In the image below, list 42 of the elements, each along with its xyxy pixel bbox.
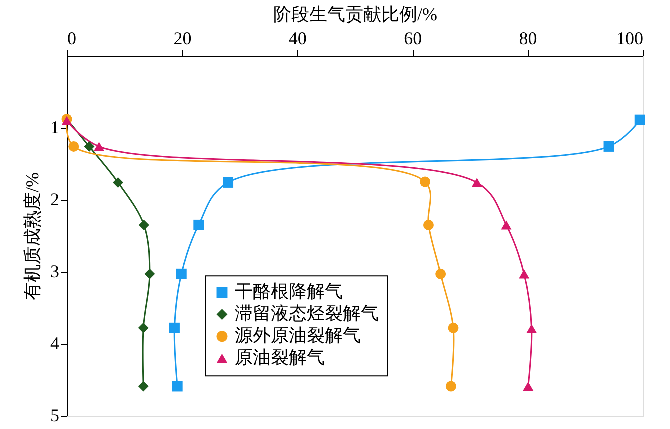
point [194, 220, 204, 230]
y-tick-label: 5 [50, 406, 60, 426]
x-tick-label: 80 [519, 28, 538, 48]
point [448, 322, 459, 334]
y-tick-label: 3 [50, 262, 60, 282]
point [436, 268, 446, 280]
point [446, 381, 456, 392]
point [423, 220, 434, 230]
point [420, 176, 431, 188]
point [223, 177, 234, 188]
point [501, 220, 512, 230]
x-tick-label: 100 [616, 28, 644, 48]
x-tick-label: 60 [404, 28, 422, 48]
x-tick-label: 40 [288, 28, 307, 48]
point [472, 178, 482, 188]
legend-label: 滞留液态烃裂解气 [235, 304, 380, 324]
point [138, 381, 149, 392]
point [604, 141, 614, 152]
point [113, 177, 124, 188]
legend-label: 源外原油裂解气 [235, 326, 362, 346]
point [84, 141, 95, 152]
point [144, 268, 156, 280]
point [138, 220, 150, 230]
y-axis-title: 有机质成熟度/% [22, 172, 42, 300]
legend-label: 原油裂解气 [235, 348, 326, 368]
point [94, 142, 104, 152]
point [634, 114, 646, 126]
x-axis-title: 阶段生气贡献比例/% [274, 4, 438, 24]
point [172, 381, 183, 392]
x-tick-label: 20 [174, 28, 192, 48]
point [138, 322, 149, 334]
point [176, 268, 187, 280]
point [169, 322, 180, 334]
x-tick-label: 0 [68, 28, 76, 48]
point [68, 141, 80, 152]
y-tick-label: 1 [50, 118, 60, 138]
point [523, 382, 534, 392]
point [526, 324, 538, 334]
legend-label: 干酪根降解气 [235, 282, 344, 302]
point [519, 270, 530, 279]
y-tick-label: 2 [50, 190, 60, 210]
y-tick-label: 4 [50, 334, 60, 354]
